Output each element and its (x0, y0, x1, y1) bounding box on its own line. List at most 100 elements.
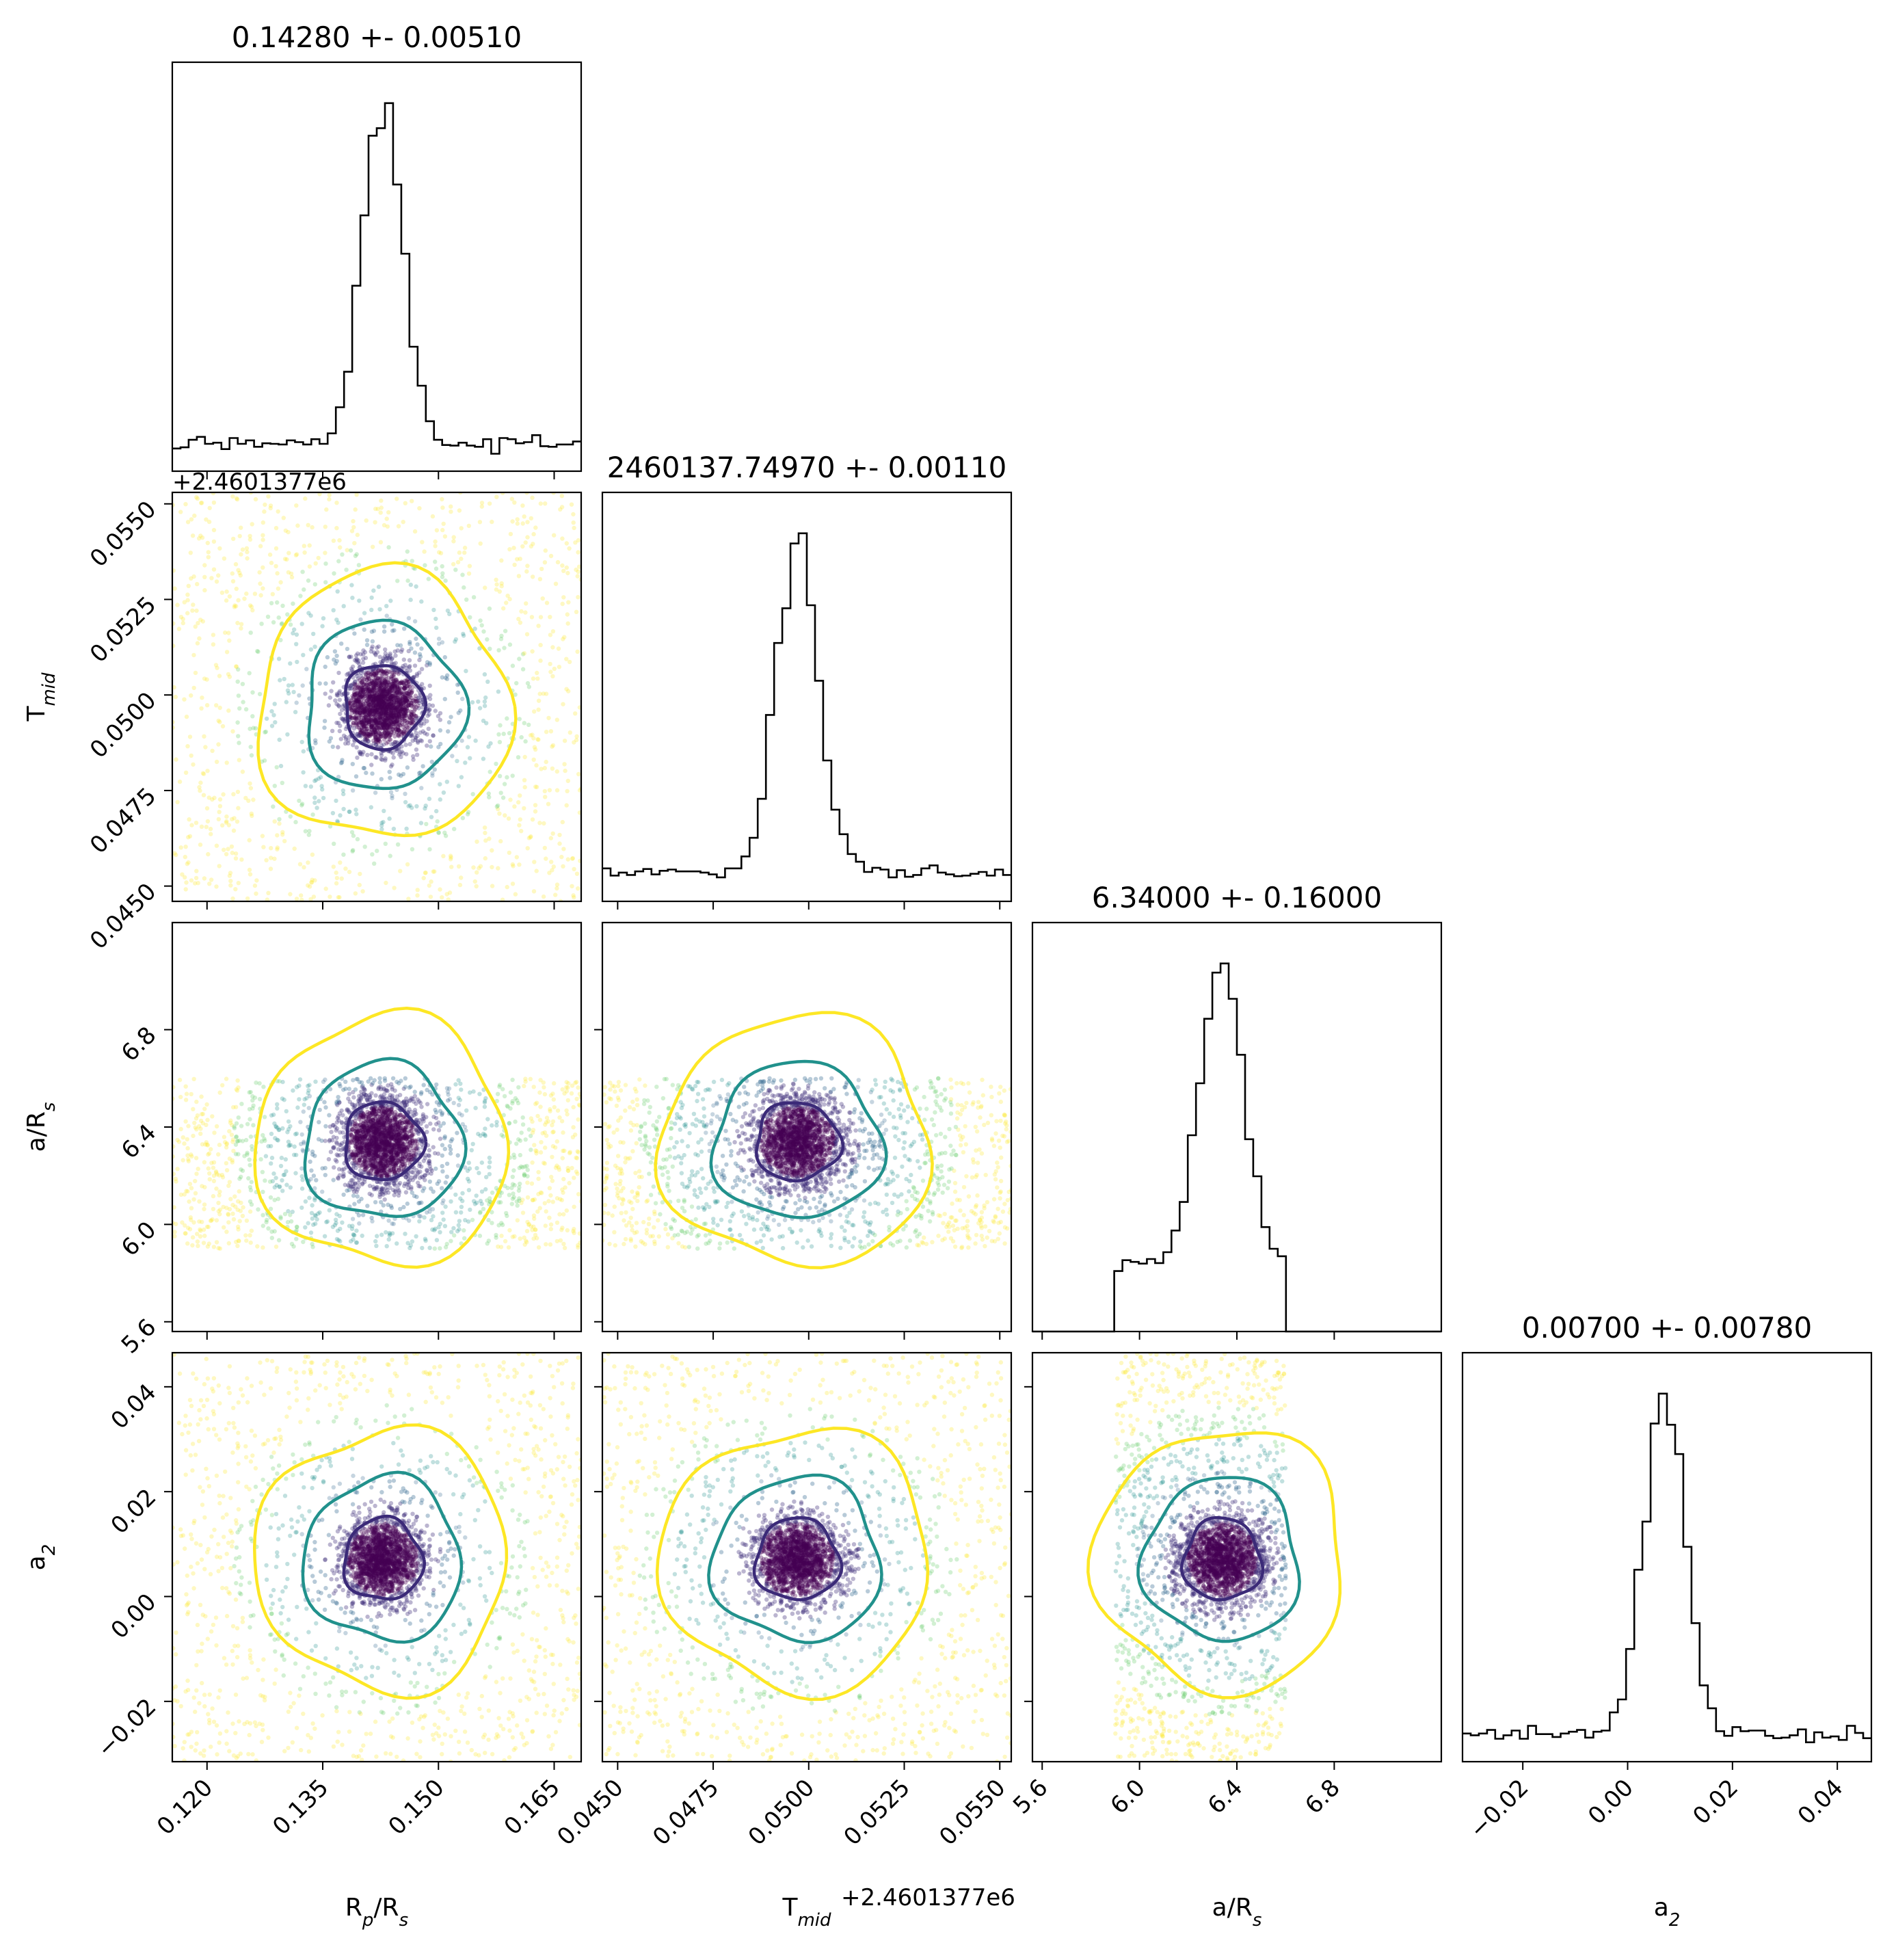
scatter-point (397, 711, 401, 717)
scatter-point (501, 1134, 506, 1139)
scatter-point (310, 1149, 315, 1154)
scatter-point (366, 1170, 371, 1176)
scatter-point (419, 599, 424, 604)
scatter-point (388, 711, 394, 717)
scatter-point (371, 628, 377, 633)
scatter-point (353, 696, 358, 700)
scatter-point (322, 1234, 328, 1239)
scatter-point (408, 597, 413, 602)
scatter-point (231, 536, 236, 542)
scatter-point (331, 608, 336, 613)
scatter-point (460, 696, 465, 702)
scatter-point (196, 536, 202, 541)
scatter-point (399, 1163, 403, 1169)
scatter-point (245, 896, 250, 901)
scatter-point (377, 707, 383, 713)
scatter-point (532, 1143, 537, 1148)
scatter-point (422, 1215, 427, 1220)
scatter-point (325, 654, 330, 660)
scatter-point (375, 678, 379, 683)
scatter-point (351, 696, 356, 700)
scatter-point (214, 1170, 219, 1175)
scatter-point (360, 1213, 366, 1217)
scatter-point (382, 1128, 388, 1133)
scatter-point (382, 683, 386, 688)
scatter-point (232, 603, 237, 608)
scatter-point (366, 721, 372, 726)
scatter-point (401, 700, 406, 706)
scatter-point (386, 722, 391, 728)
scatter-point (548, 633, 553, 637)
scatter-point (383, 730, 388, 735)
scatter-point (347, 809, 352, 815)
scatter-point (448, 1151, 453, 1156)
scatter-point (389, 719, 394, 725)
scatter-point (336, 559, 341, 564)
scatter-point (379, 688, 384, 693)
scatter-point (189, 693, 193, 698)
scatter-point (326, 1156, 332, 1162)
scatter-point (338, 860, 343, 865)
scatter-point (366, 739, 371, 744)
scatter-point (282, 557, 288, 561)
scatter-point (334, 875, 340, 881)
scatter-point (440, 571, 445, 576)
scatter-point (384, 713, 389, 718)
scatter-point (373, 743, 378, 747)
scatter-point (226, 708, 231, 713)
scatter-point (236, 598, 241, 602)
scatter-point (373, 652, 378, 657)
scatter-point (538, 643, 543, 648)
scatter-point (224, 1230, 229, 1234)
scatter-point (234, 604, 239, 609)
scatter-point (415, 739, 420, 744)
scatter-point (415, 893, 420, 898)
scatter-point (237, 1189, 241, 1194)
scatter-point (366, 676, 372, 681)
scatter-point (397, 1148, 402, 1153)
scatter-point (323, 580, 328, 585)
scatter-point (386, 693, 391, 698)
scatter-point (384, 655, 389, 660)
scatter-point (358, 699, 363, 704)
scatter-point (555, 882, 560, 887)
scatter-point (352, 709, 357, 715)
scatter-point (561, 637, 565, 641)
scatter-point (384, 657, 389, 661)
scatter-point (482, 672, 488, 677)
scatter-point (378, 660, 383, 665)
scatter-point (424, 821, 429, 827)
scatter-point (516, 616, 521, 622)
scatter-point (227, 638, 232, 643)
scatter-point (298, 1120, 303, 1124)
scatter-point (379, 1232, 384, 1237)
scatter-point (431, 1127, 436, 1132)
scatter-point (340, 692, 345, 698)
scatter-point (341, 1192, 346, 1197)
scatter-point (400, 731, 405, 736)
scatter-point (369, 708, 374, 713)
scatter-point (357, 882, 362, 888)
scatter-point (485, 1241, 490, 1246)
scatter-point (407, 702, 412, 708)
scatter-point (388, 696, 392, 700)
scatter-point (486, 744, 491, 749)
scatter-point (172, 644, 176, 648)
scatter-point (364, 691, 369, 696)
scatter-point (384, 709, 388, 714)
scatter-point (427, 661, 432, 665)
scatter-point (555, 559, 561, 565)
scatter-point (375, 507, 380, 512)
scatter-point (468, 756, 472, 760)
scatter-point (463, 760, 468, 765)
scatter-point (381, 725, 386, 730)
scatter-point (376, 719, 381, 724)
scatter-point (355, 686, 360, 691)
scatter-point (372, 728, 377, 732)
scatter-point (315, 806, 319, 810)
scatter-point (401, 691, 406, 696)
scatter-point (228, 1118, 233, 1123)
scatter-point (374, 1149, 379, 1154)
scatter-point (336, 721, 341, 726)
scatter-point (416, 740, 420, 745)
